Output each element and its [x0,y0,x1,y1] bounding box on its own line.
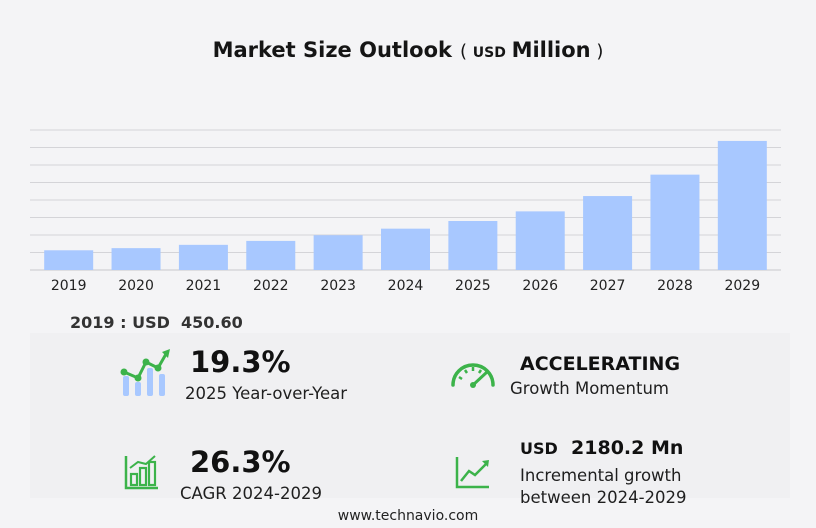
stats-panel [30,333,790,498]
bar-chart: 2019 2020 2021 2022 2023 2024 2025 2026 2027 2028… [30,129,781,294]
x-tick-label: 2021 [186,278,222,294]
incremental-label-2: between 2024-2029 [520,488,687,507]
chart-title: Market Size Outlook ( USD Million ) [0,38,816,62]
bar-2024 [381,228,430,270]
bar-2029 [717,140,767,270]
bar-2020 [111,248,161,270]
bar-2026 [515,211,565,270]
bar-2025 [448,221,498,270]
x-tick-label: 2024 [388,278,424,294]
x-tick-label: 2026 [522,278,558,294]
footer-url: www.technavio.com [337,508,479,524]
trend-line-icon [455,457,489,489]
x-tick-label: 2019 [51,278,87,294]
bar-2027 [583,196,633,270]
base-year-value: 2019 : USD 450.60 [70,313,243,332]
bar-2021 [178,244,228,270]
bar-2023 [313,235,363,270]
incremental-value: USD 2180.2 Mn [520,437,683,459]
incremental-currency: USD [520,439,558,458]
bar-2028 [650,174,700,270]
bar-chart-growth-icon [124,455,158,490]
x-tick-label: 2028 [657,278,693,294]
bar-2019 [44,250,94,270]
incremental-amount: 2180.2 Mn [571,437,684,459]
x-tick-label: 2020 [118,278,154,294]
momentum-value: ACCELERATING [520,353,681,375]
growth-trend-icon [120,349,170,396]
yoy-value: 19.3% [190,345,291,379]
chart-title-unit: ( USD Million ) [459,38,604,62]
cagr-value: 26.3% [190,445,291,479]
x-tick-label: 2027 [590,278,626,294]
momentum-label: Growth Momentum [510,379,669,398]
x-tick-label: 2029 [724,278,760,294]
incremental-label-1: Incremental growth [520,466,682,485]
x-tick-label: 2025 [455,278,491,294]
bar-2022 [246,240,296,270]
chart-title-text: Market Size Outlook [212,38,452,62]
x-tick-label: 2022 [253,278,289,294]
x-tick-label: 2023 [320,278,356,294]
cagr-label: CAGR 2024-2029 [180,484,322,503]
yoy-label: 2025 Year-over-Year [185,384,348,403]
speedometer-icon [451,363,495,388]
